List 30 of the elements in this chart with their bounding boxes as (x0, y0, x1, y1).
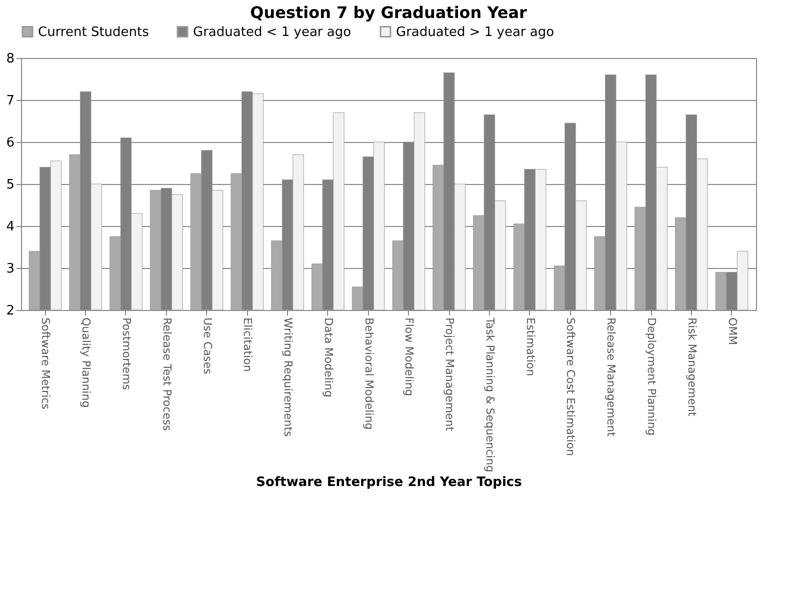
x-axis-title: Software Enterprise 2nd Year Topics (256, 475, 522, 490)
legend-label: Current Students (38, 24, 150, 40)
legend-label: Graduated < 1 year ago (193, 24, 352, 40)
x-tick-label: Behavioral Modeling (362, 318, 376, 430)
chart-title: Question 7 by Graduation Year (250, 3, 528, 22)
y-tick-label: 4 (6, 220, 14, 234)
x-tick-label: Project Management (443, 318, 456, 432)
x-tick-label: Quality Planning (80, 318, 93, 408)
x-tick-label: Elicitation (241, 318, 254, 372)
x-tick-label: Task Planning & Sequencing (483, 316, 496, 472)
y-tick-label: 5 (6, 178, 14, 192)
x-tick-label: Postmortems (120, 318, 133, 390)
x-tick-label: Risk Management (685, 318, 698, 417)
x-tick-label: Flow Modeling (402, 318, 416, 396)
x-tick-label: Use Cases (200, 318, 214, 374)
legend-label: Graduated > 1 year ago (396, 24, 554, 40)
x-tick-label: Data Modeling (322, 318, 335, 398)
x-tick-label: OMM (726, 318, 739, 346)
y-tick-label: 3 (6, 262, 14, 276)
x-tick-label: Release Test Process (160, 318, 174, 432)
x-tick-label: Release Management (604, 318, 618, 438)
y-tick-label: 7 (6, 94, 14, 108)
y-tick-label: 8 (6, 52, 14, 66)
y-tick-label: 6 (6, 136, 14, 150)
x-tick-label: Software Cost Estimation (564, 318, 578, 456)
x-tick-label: Estimation (524, 318, 537, 376)
x-tick-label: Writing Requirements (282, 318, 295, 438)
y-tick-label: 2 (6, 304, 14, 318)
x-tick-label: Software Metrics (39, 318, 52, 410)
x-tick-label: Deployment Planning (645, 318, 658, 436)
